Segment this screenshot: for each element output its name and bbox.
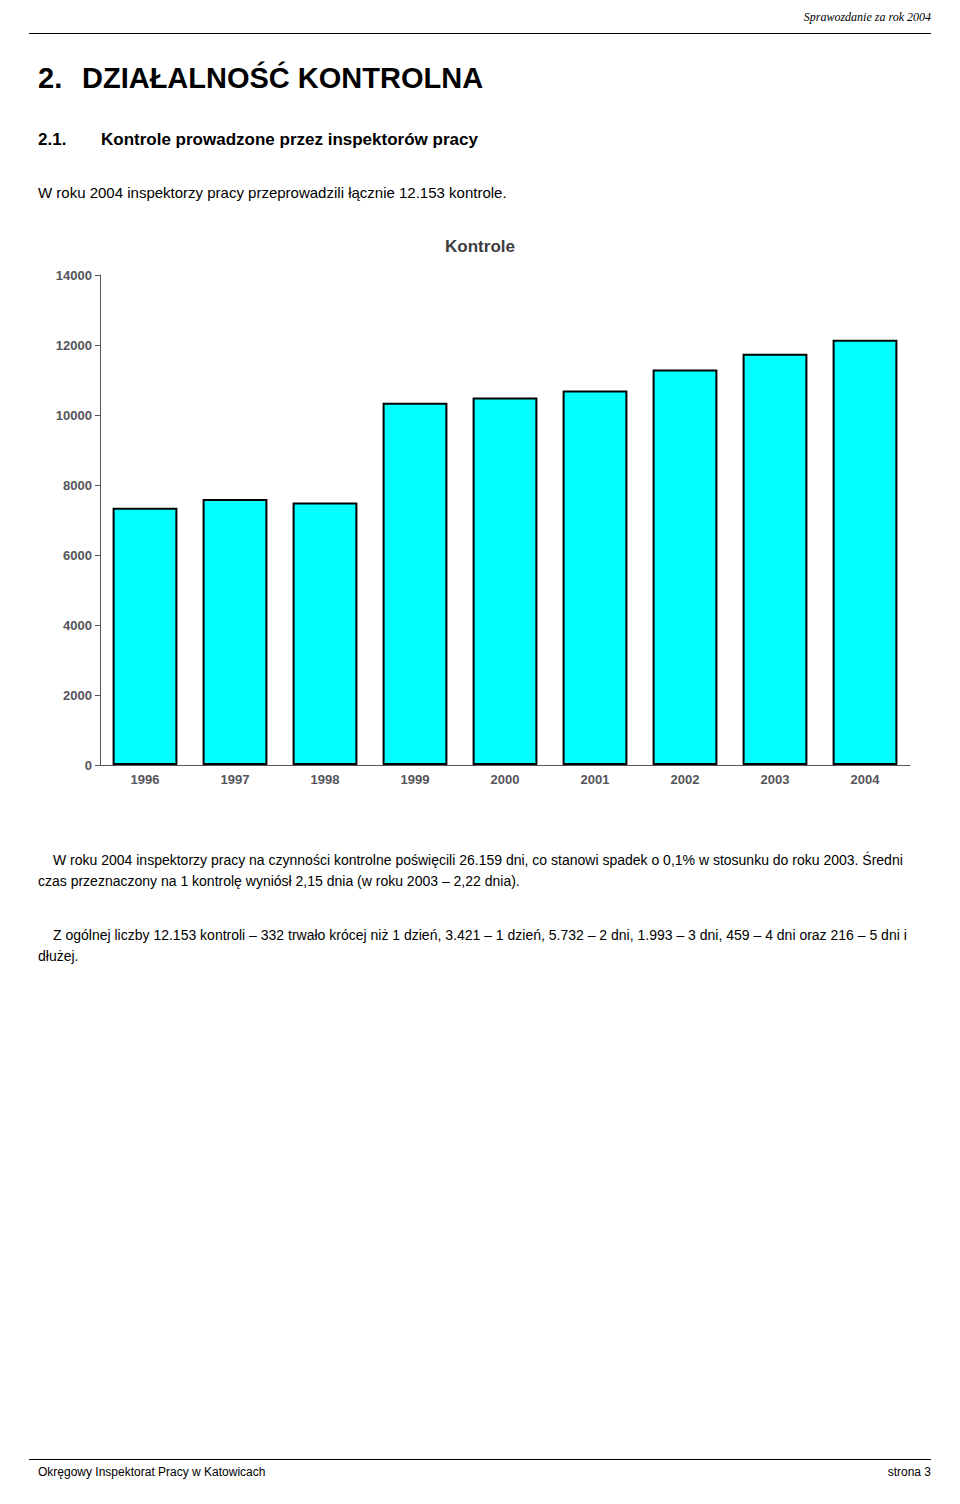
svg-text:4000: 4000	[63, 618, 92, 633]
svg-text:0: 0	[85, 758, 92, 773]
html-text:2.: 2.	[38, 62, 63, 94]
svg-text:8000: 8000	[63, 478, 92, 493]
html-text:2.1.: 2.1.	[38, 130, 67, 149]
svg-text:2004: 2004	[851, 772, 881, 787]
svg-text:Kontrole: Kontrole	[445, 237, 515, 256]
svg-text:1999: 1999	[401, 772, 430, 787]
html-text:strona 3: strona 3	[887, 1465, 931, 1479]
html-text:DZIAŁALNOŚĆ KONTROLNA: DZIAŁALNOŚĆ KONTROLNA	[82, 62, 484, 94]
svg-text:2003: 2003	[761, 772, 790, 787]
svg-text:1997: 1997	[221, 772, 250, 787]
html-text:W roku 2004 inspektorzy pracy: W roku 2004 inspektorzy pracy na czynnoś…	[38, 852, 903, 889]
svg-text:10000: 10000	[56, 408, 92, 423]
svg-text:2000: 2000	[491, 772, 520, 787]
svg-text:6000: 6000	[63, 548, 92, 563]
html-text:Sprawozdanie za rok 2004: Sprawozdanie za rok 2004	[803, 10, 931, 24]
svg-text:2001: 2001	[581, 772, 610, 787]
svg-text:2000: 2000	[63, 688, 92, 703]
html-text:Z ogólnej liczby 12.153 kontro: Z ogólnej liczby 12.153 kontroli – 332 t…	[38, 927, 907, 964]
svg-text:14000: 14000	[56, 268, 92, 283]
html-text:Kontrole prowadzone przez insp: Kontrole prowadzone przez inspektorów pr…	[101, 130, 478, 149]
svg-text:12000: 12000	[56, 338, 92, 353]
html-text:W roku 2004 inspektorzy pracy: W roku 2004 inspektorzy pracy przeprowad…	[38, 184, 507, 201]
html-text:Okręgowy Inspektorat Pracy w K: Okręgowy Inspektorat Pracy w Katowicach	[38, 1465, 266, 1479]
svg-text:1996: 1996	[131, 772, 160, 787]
svg-text:1998: 1998	[311, 772, 340, 787]
svg-text:2002: 2002	[671, 772, 700, 787]
